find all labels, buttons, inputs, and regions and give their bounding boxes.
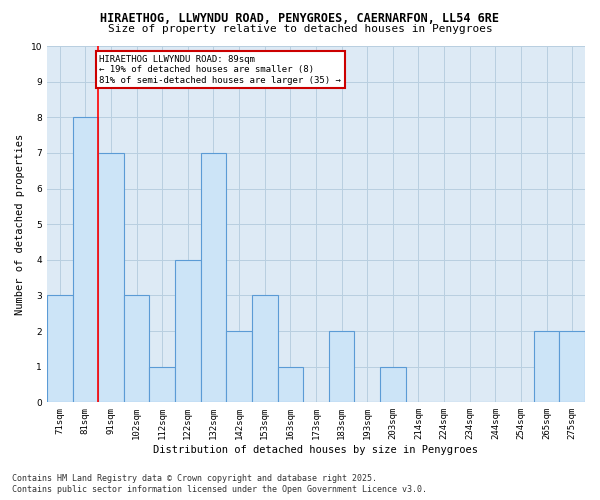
Text: Contains HM Land Registry data © Crown copyright and database right 2025.
Contai: Contains HM Land Registry data © Crown c…	[12, 474, 427, 494]
X-axis label: Distribution of detached houses by size in Penygroes: Distribution of detached houses by size …	[154, 445, 478, 455]
Bar	[200, 153, 226, 402]
Bar	[124, 296, 149, 403]
Text: HIRAETHOG LLWYNDU ROAD: 89sqm
← 19% of detached houses are smaller (8)
81% of se: HIRAETHOG LLWYNDU ROAD: 89sqm ← 19% of d…	[100, 55, 341, 84]
Bar	[559, 331, 585, 402]
Bar	[534, 331, 559, 402]
Bar	[98, 153, 124, 402]
Bar	[73, 118, 98, 403]
Bar	[252, 296, 278, 403]
Bar	[47, 296, 73, 403]
Text: HIRAETHOG, LLWYNDU ROAD, PENYGROES, CAERNARFON, LL54 6RE: HIRAETHOG, LLWYNDU ROAD, PENYGROES, CAER…	[101, 12, 499, 26]
Y-axis label: Number of detached properties: Number of detached properties	[15, 134, 25, 315]
Bar	[380, 366, 406, 402]
Bar	[175, 260, 200, 402]
Bar	[278, 366, 303, 402]
Bar	[149, 366, 175, 402]
Text: Size of property relative to detached houses in Penygroes: Size of property relative to detached ho…	[107, 24, 493, 34]
Bar	[226, 331, 252, 402]
Bar	[329, 331, 355, 402]
